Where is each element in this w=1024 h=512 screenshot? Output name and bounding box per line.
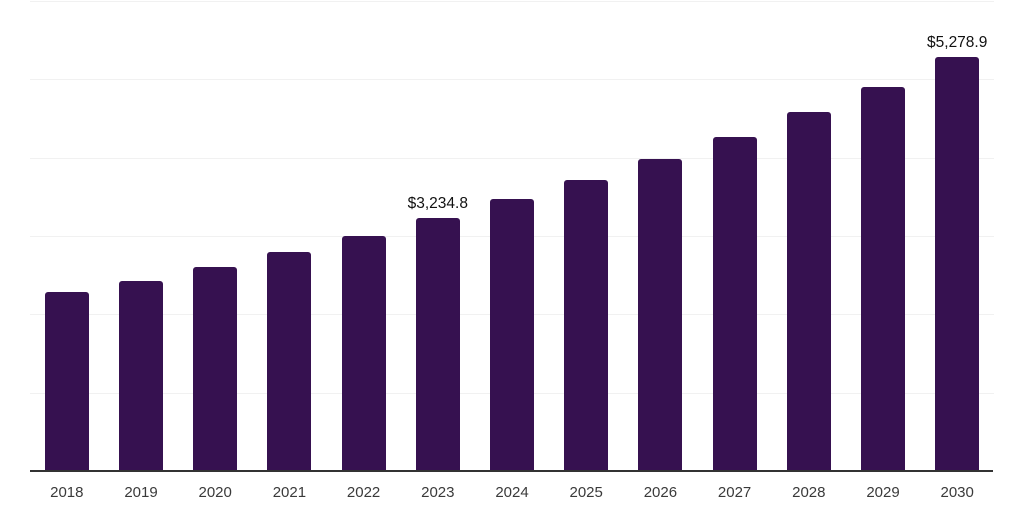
bar-2021 [267,251,312,471]
x-axis-line [30,470,993,472]
x-tick-label-2023: 2023 [421,484,455,501]
x-tick-label-2019: 2019 [124,484,158,501]
x-tick-label-2026: 2026 [643,484,678,501]
bar-2018 [44,292,89,471]
bar-2030 [935,57,980,471]
x-tick-label-2027: 2027 [717,484,752,501]
bar-2023 [415,217,460,471]
gridline-6000 [30,0,994,2]
x-tick-label-2021: 2021 [272,484,307,501]
bar-2024 [490,199,534,471]
x-tick-label-2025: 2025 [569,484,603,501]
x-tick-label-2028: 2028 [792,484,826,501]
bar-2027 [712,136,757,471]
bar-2028 [786,111,831,471]
x-tick-label-2029: 2029 [866,484,900,501]
x-tick-label-2018: 2018 [50,484,84,501]
bar-2029 [861,87,905,471]
bar-2025 [564,180,609,471]
bar-2026 [638,159,683,471]
x-tick-label-2024: 2024 [495,484,529,501]
bar-2019 [119,281,163,471]
gridline-4000 [30,157,994,159]
bar-2020 [193,266,238,471]
gridline-5000 [30,79,994,81]
x-tick-label-2022: 2022 [346,484,381,501]
data-label-2023: $3,234.8 [407,194,468,212]
bar-2022 [341,236,386,471]
data-label-2030: $5,278.9 [927,34,988,52]
x-tick-label-2030: 2030 [940,484,974,501]
x-tick-label-2020: 2020 [198,484,232,501]
